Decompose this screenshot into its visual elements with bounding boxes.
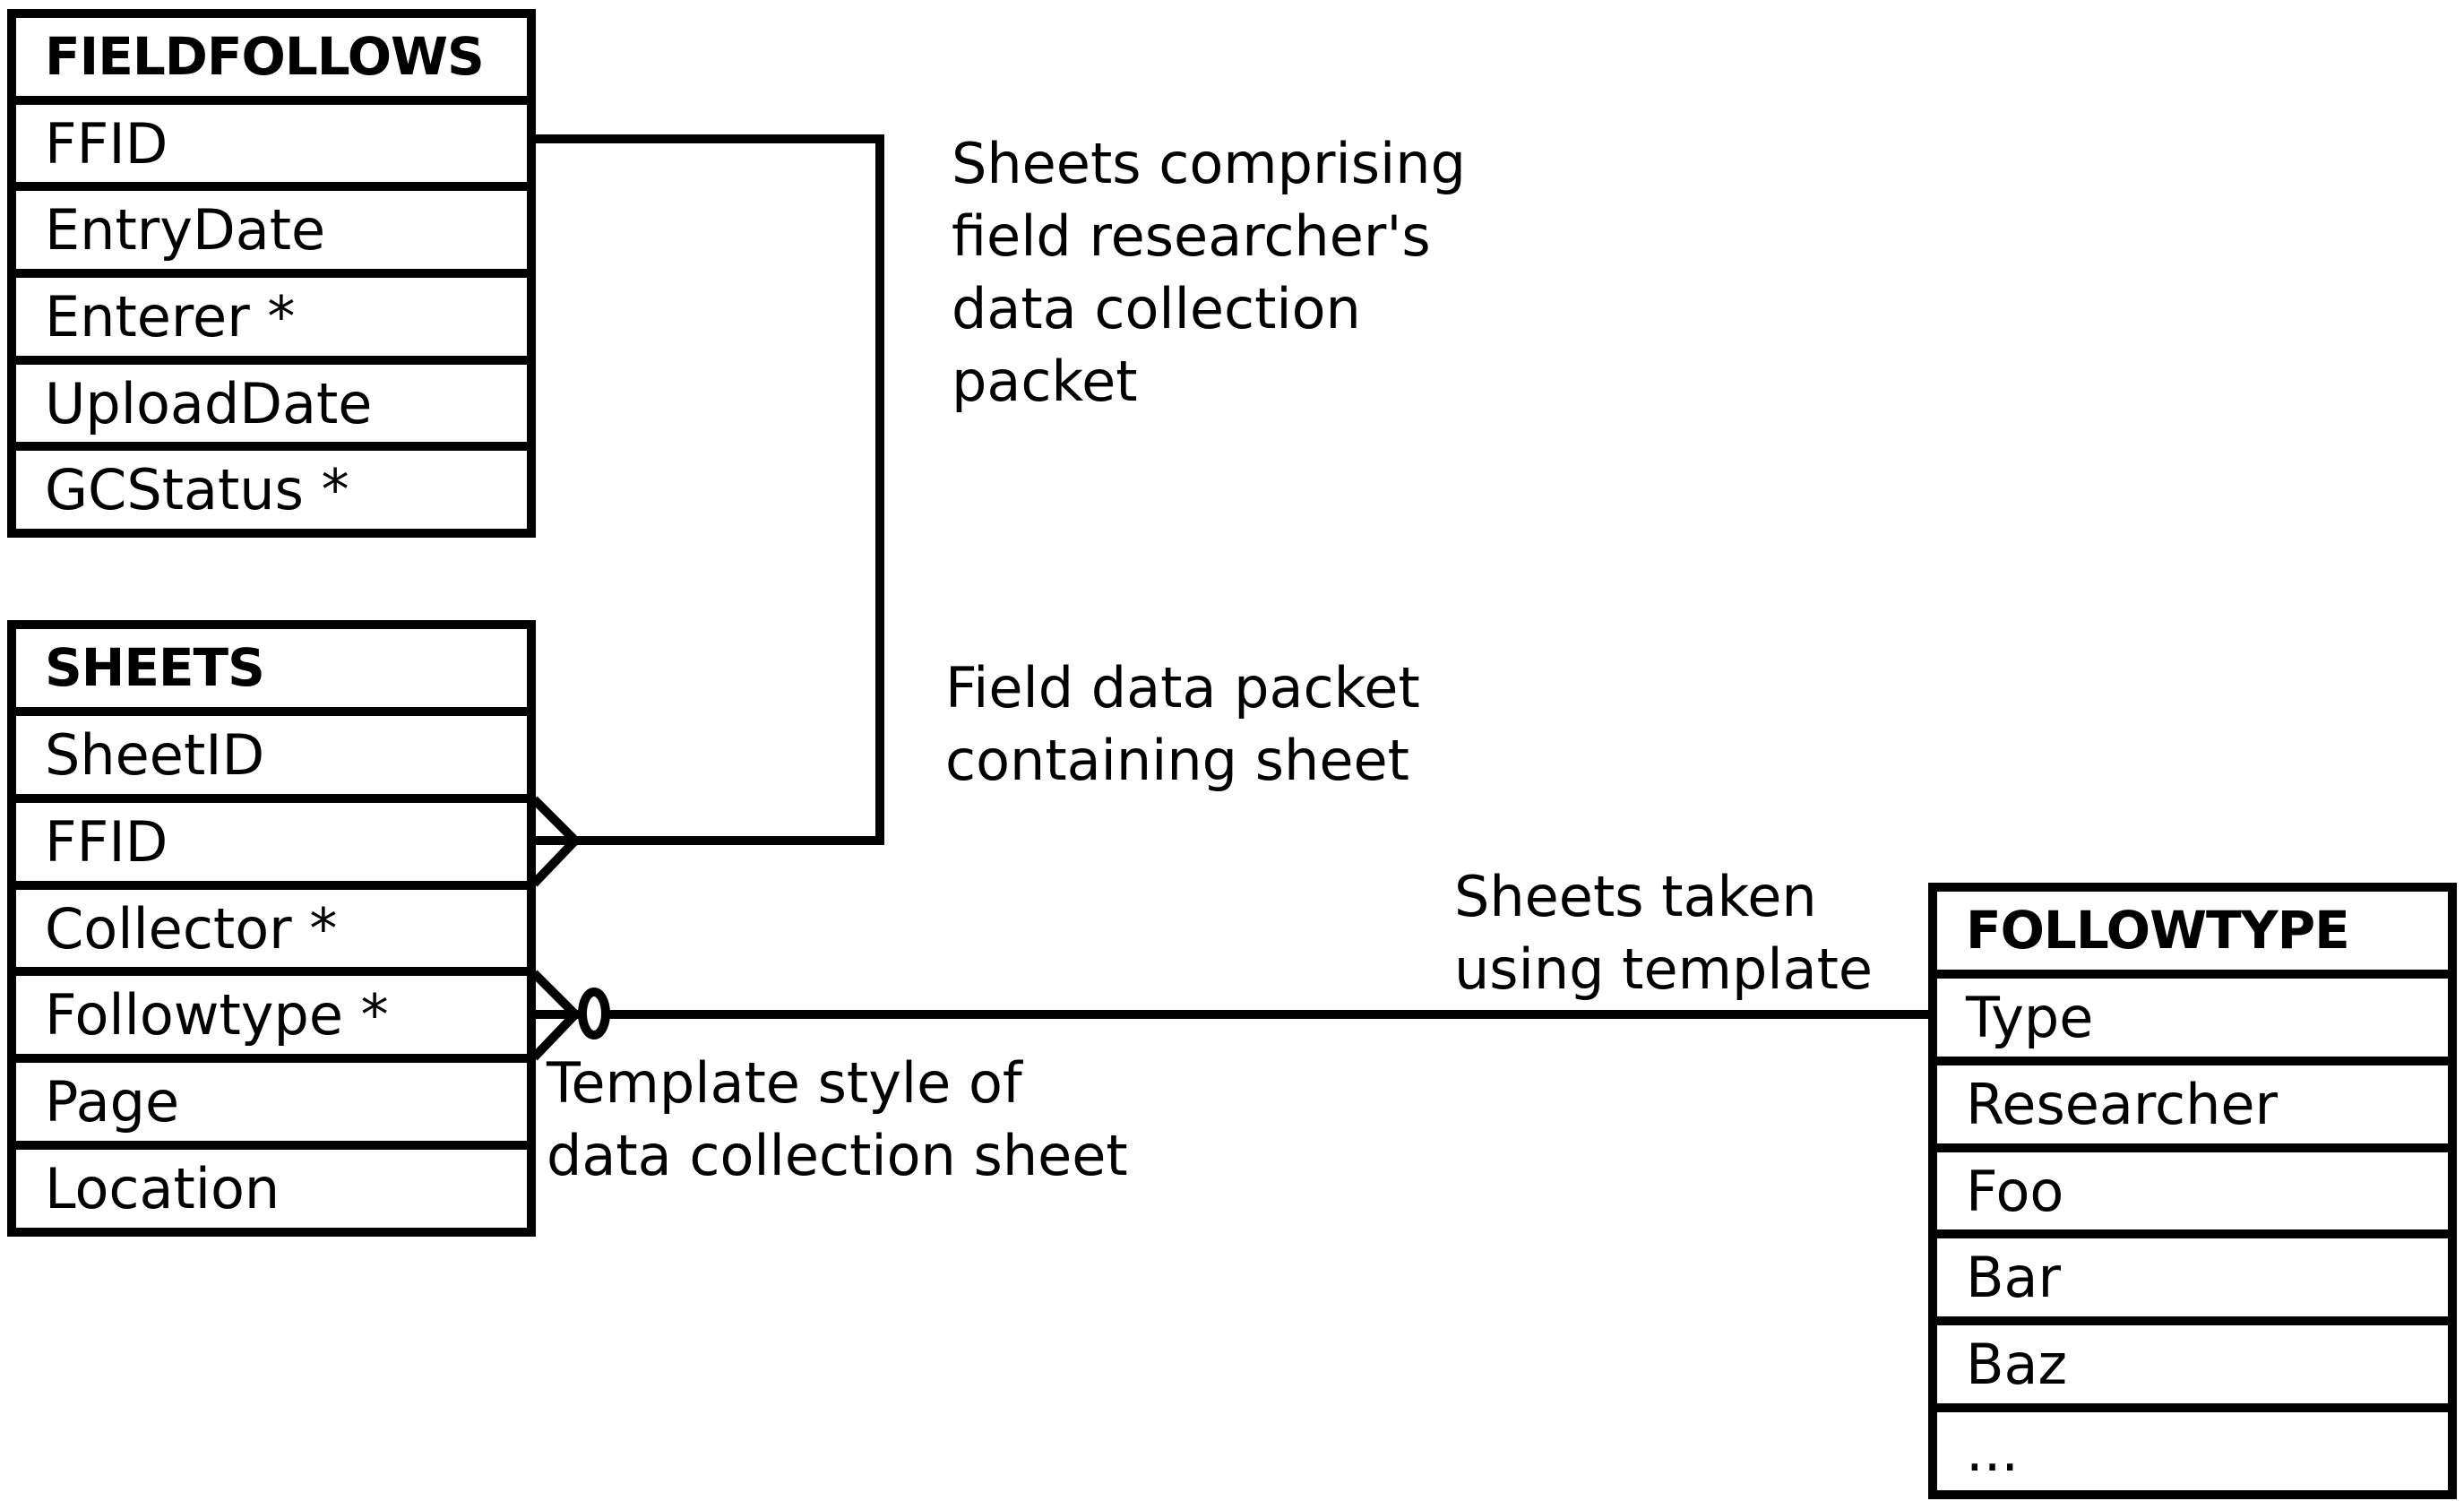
table-field: GCStatus *	[16, 442, 527, 529]
annotation-sheets-taken: Sheets taken using template	[1454, 864, 1874, 1002]
table-field: Followtype *	[16, 967, 527, 1054]
table-field: UploadDate	[16, 355, 527, 443]
table-title: FOLLOWTYPE	[1966, 900, 2350, 962]
table-sheets: SHEETS SheetID FFID Collector * Followty…	[7, 620, 536, 1237]
table-field: FFID	[16, 95, 527, 183]
table-field: Baz	[1937, 1316, 2448, 1403]
table-followtype: FOLLOWTYPE Type Researcher Foo Bar Baz .…	[1928, 883, 2457, 1499]
table-field: FFID	[16, 793, 527, 881]
table-field: Enterer *	[16, 269, 527, 356]
crow-foot-many-icon	[530, 970, 579, 1061]
table-field: EntryDate	[16, 182, 527, 269]
table-field: Type	[1937, 969, 2448, 1057]
zero-cardinality-icon	[578, 988, 610, 1039]
table-field: SheetID	[16, 706, 527, 794]
annotation-packet: Sheets comprising field researcher's dat…	[952, 131, 1466, 414]
annotation-containing-sheet: Field data packet containing sheet	[945, 655, 1420, 793]
table-field: ...	[1937, 1403, 2448, 1490]
table-field: Researcher	[1937, 1056, 2448, 1143]
table-fieldfollows: FIELDFOLLOWS FFID EntryDate Enterer * Up…	[7, 9, 536, 538]
annotation-template-style: Template style of data collection sheet	[547, 1050, 1128, 1188]
table-field: Collector *	[16, 880, 527, 968]
crow-foot-many-icon	[530, 796, 579, 887]
table-field: Bar	[1937, 1229, 2448, 1316]
ffid-relationship-line	[534, 134, 884, 845]
table-field: Location	[16, 1141, 527, 1228]
table-title: SHEETS	[45, 637, 265, 699]
table-field: Foo	[1937, 1143, 2448, 1230]
table-field: Page	[16, 1054, 527, 1141]
table-title: FIELDFOLLOWS	[45, 26, 485, 88]
